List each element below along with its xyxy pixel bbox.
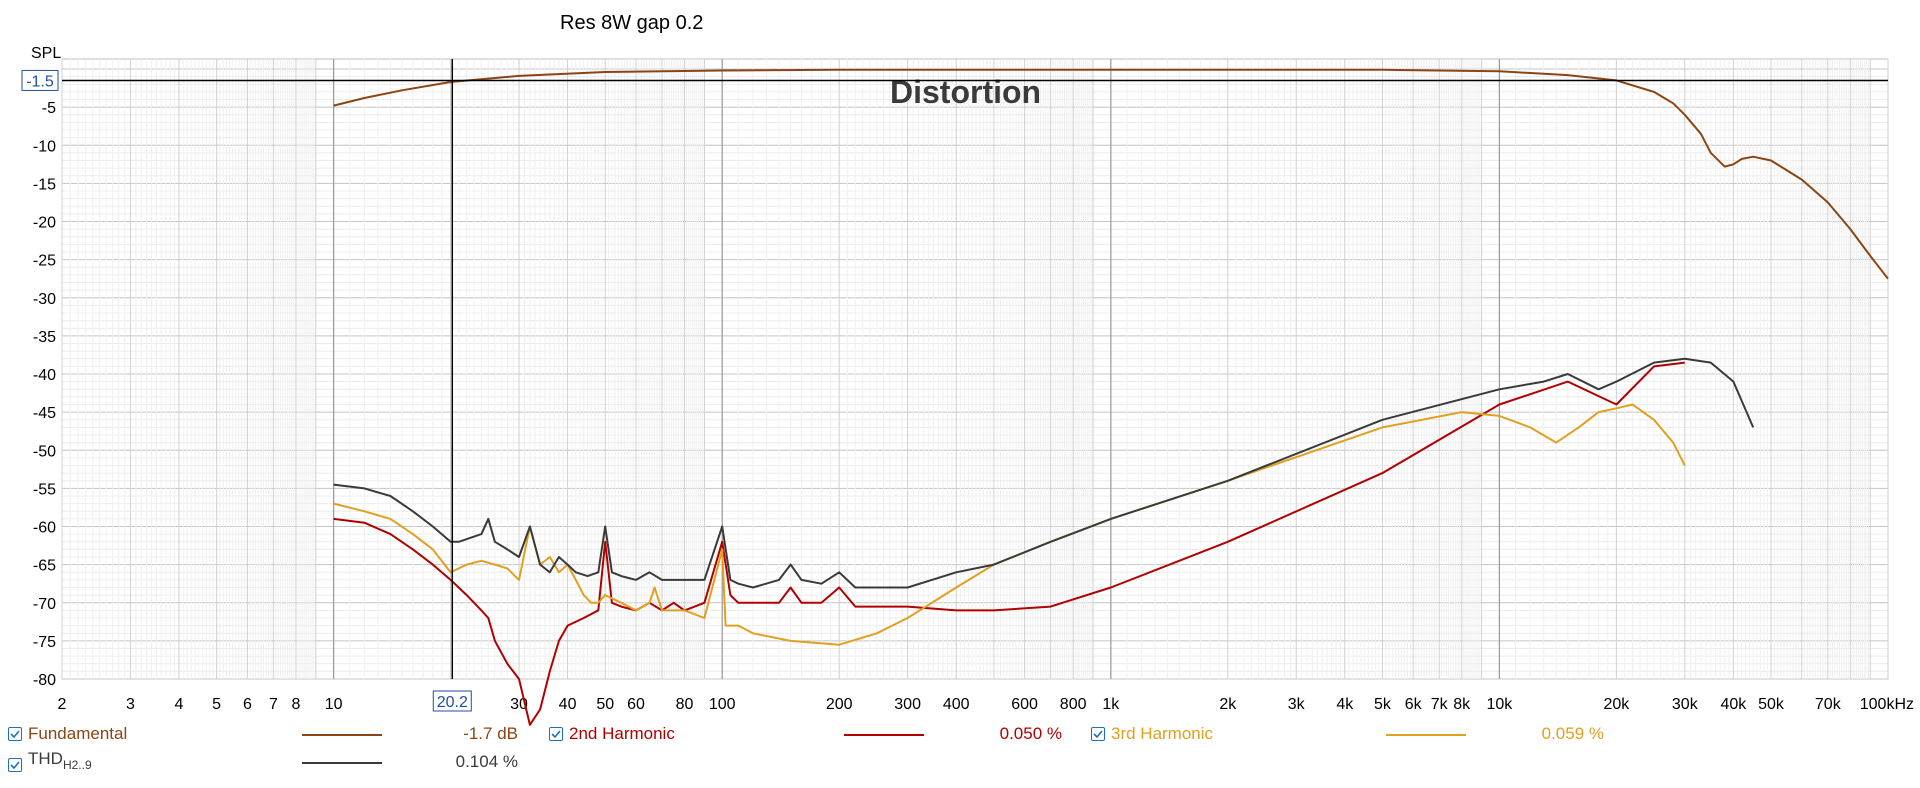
x-tick-label: 80: [676, 696, 694, 713]
3rd-harmonic-value: 0.059 %: [1541, 724, 1604, 743]
thd-checkbox[interactable]: [8, 758, 22, 772]
grid-layer: [61, 58, 1889, 680]
series-line-2nd-harmonic: [333, 361, 1685, 726]
y-tick-label: -10: [33, 138, 56, 155]
x-tick-label: 7: [269, 696, 278, 713]
x-tick-label: 8: [292, 696, 301, 713]
2nd-harmonic-value: 0.050 %: [999, 724, 1062, 743]
cursor-x-box: [432, 690, 472, 712]
x-tick-label: 6k: [1405, 696, 1423, 713]
fundamental-checkbox[interactable]: [8, 727, 22, 741]
thd-label-sub: H2..9: [62, 758, 92, 772]
series-layer: [333, 68, 1889, 726]
x-tick-label: 4: [175, 696, 184, 713]
cursor-y-box: [21, 69, 59, 91]
thd-label-main: THD: [28, 749, 63, 768]
3rd-harmonic-checkbox[interactable]: [1091, 727, 1105, 741]
y-tick-label: -45: [33, 405, 56, 422]
y-tick-label: -70: [33, 596, 56, 613]
x-tick-label: 40: [559, 696, 577, 713]
cursor-layer[interactable]: -1.5 20.2: [21, 59, 1888, 712]
x-tick-label: 300: [894, 696, 921, 713]
2nd-harmonic-swatch: [844, 734, 924, 736]
cursor-y-label: -1.5: [26, 73, 54, 90]
x-tick-label: 800: [1060, 696, 1087, 713]
y-tick-label: -30: [33, 291, 56, 308]
x-tick-label: 60: [627, 696, 645, 713]
y-tick-label: -25: [33, 253, 56, 270]
y-tick-label: -80: [33, 672, 56, 689]
y-tick-label: -60: [33, 520, 56, 537]
x-tick-label: 600: [1011, 696, 1038, 713]
series-line-thd: [333, 357, 1755, 589]
thd-swatch: [302, 762, 382, 764]
x-tick-label: 2: [58, 696, 67, 713]
y-tick-label: -75: [33, 634, 56, 651]
x-tick-label: 5k: [1374, 696, 1392, 713]
x-tick-label: 400: [943, 696, 970, 713]
2nd-harmonic-label: 2nd Harmonic: [569, 724, 675, 743]
x-tick-label: 7k: [1431, 696, 1449, 713]
x-tick-label: 3: [126, 696, 135, 713]
x-tick-label: 40k: [1720, 696, 1747, 713]
y-tick-label: -55: [33, 481, 56, 498]
axis-layer: -5 -10 -15 -20 -25 -30 -35 -40 -45 -50 -55 -60 -65 -7…: [33, 100, 1914, 713]
thd-value: 0.104 %: [455, 752, 518, 771]
series-line-3rd-harmonic: [333, 403, 1686, 646]
cursor-x-label: 20.2: [437, 694, 468, 711]
x-tick-label: 20k: [1603, 696, 1630, 713]
3rd-harmonic-swatch: [1386, 734, 1466, 736]
y-tick-label: -40: [33, 367, 56, 384]
fundamental-value: -1.7 dB: [463, 724, 518, 743]
x-tick-label: 200: [826, 696, 853, 713]
y-tick-label: -20: [33, 215, 56, 232]
legend-row-1: Fundamental -1.7 dB 2nd Harmonic 0.050 %…: [0, 724, 1920, 746]
x-tick-label: 10: [325, 696, 343, 713]
2nd-harmonic-checkbox[interactable]: [549, 727, 563, 741]
plot-frame: [61, 58, 1889, 680]
x-tick-label: 5: [212, 696, 221, 713]
chart-title: Res 8W gap 0.2: [560, 12, 703, 34]
x-tick-label: 4k: [1336, 696, 1354, 713]
x-tick-label: 100kHz: [1860, 696, 1914, 713]
x-tick-label: 10k: [1487, 696, 1514, 713]
y-axis-label: SPL: [31, 45, 61, 62]
x-tick-label: 8k: [1453, 696, 1471, 713]
x-tick-label: 50k: [1758, 696, 1785, 713]
x-tick-label: 70k: [1815, 696, 1842, 713]
3rd-harmonic-label: 3rd Harmonic: [1111, 724, 1214, 743]
chart-watermark: Distortion: [890, 74, 1041, 110]
x-tick-label: 3k: [1288, 696, 1306, 713]
y-tick-label: -65: [33, 558, 56, 575]
legend-row-2: THDH2..9 0.104 %: [0, 749, 1920, 774]
series-line-fundamental: [333, 68, 1889, 280]
x-tick-label: 30k: [1672, 696, 1699, 713]
y-tick-label: -15: [33, 176, 56, 193]
y-tick-label: -50: [33, 443, 56, 460]
x-tick-label: 2k: [1219, 696, 1237, 713]
x-tick-label: 6: [243, 696, 252, 713]
x-tick-label: 100: [709, 696, 736, 713]
x-tick-label: 50: [596, 696, 614, 713]
fundamental-swatch: [302, 734, 382, 736]
y-tick-label: -5: [42, 100, 56, 117]
y-tick-label: -35: [33, 329, 56, 346]
fundamental-label: Fundamental: [28, 724, 128, 743]
x-tick-label: 1k: [1102, 696, 1120, 713]
thd-label: THDH2..9: [28, 749, 92, 772]
